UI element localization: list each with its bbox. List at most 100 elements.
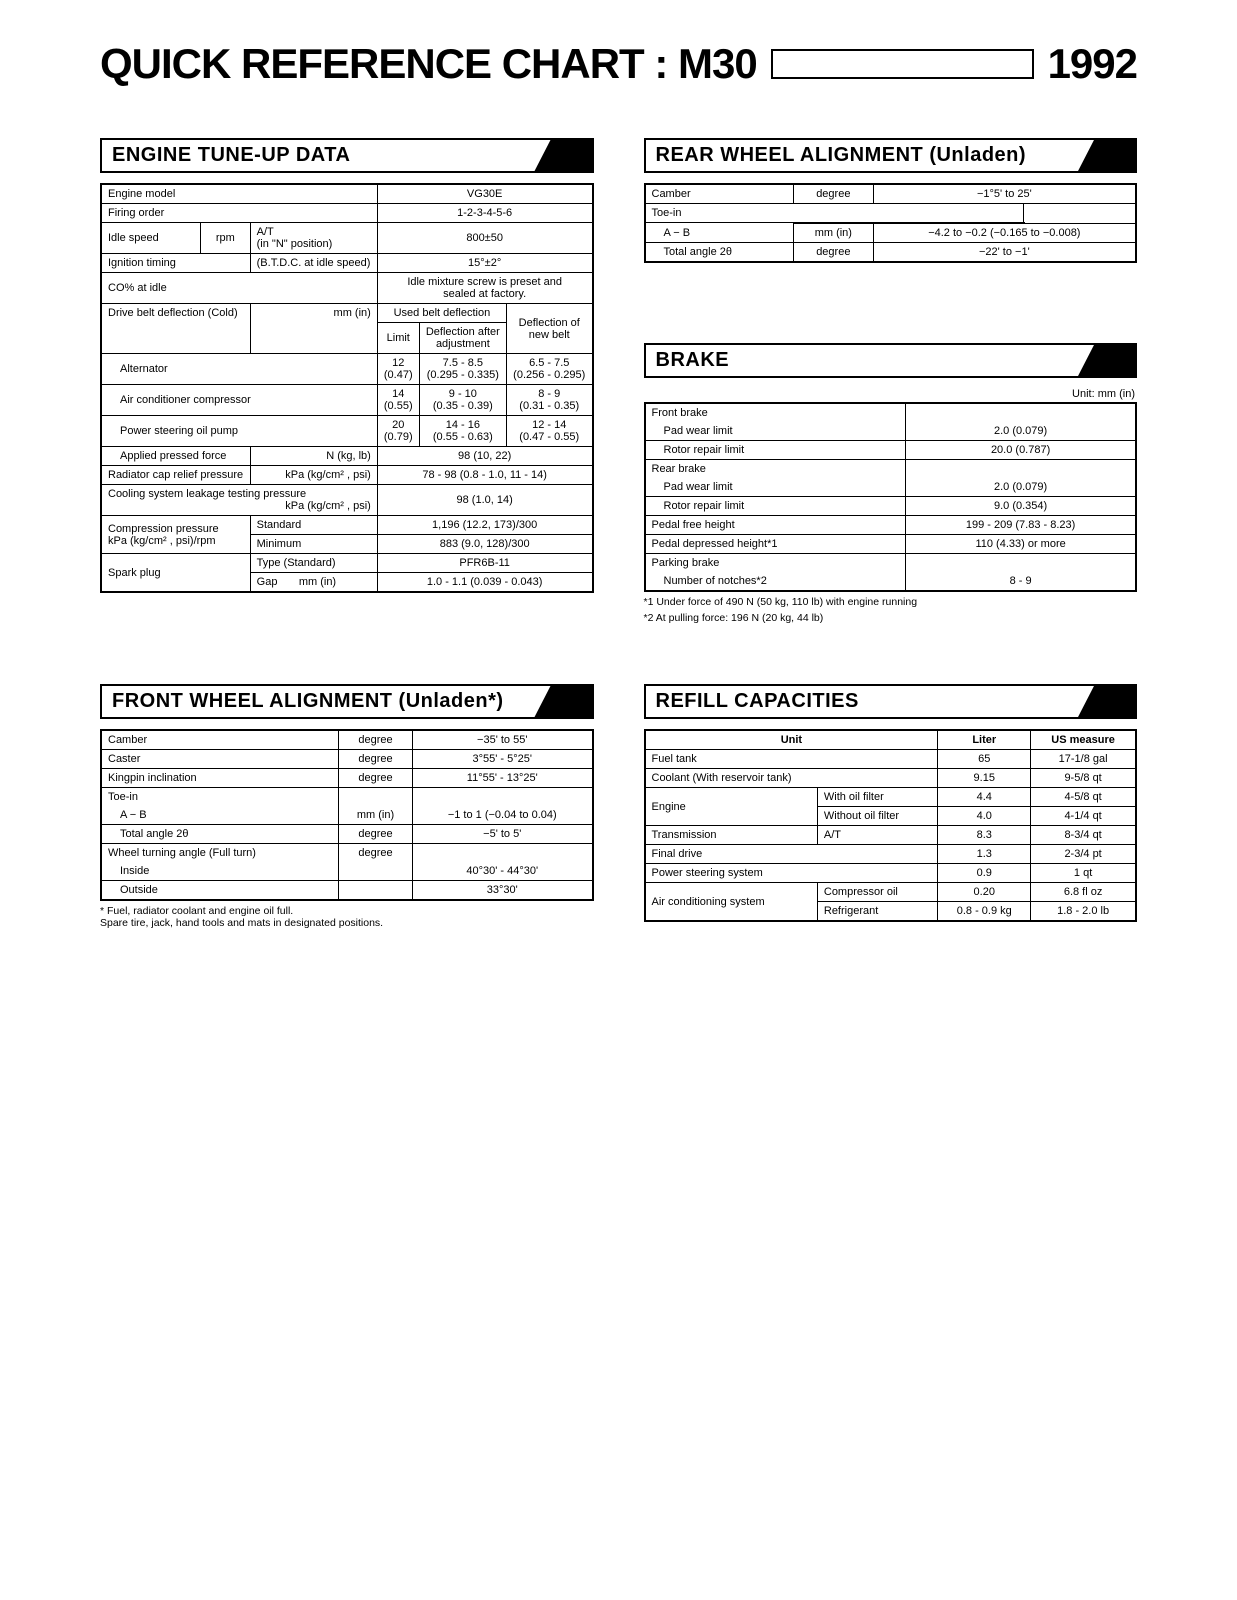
comp-press-std-value: 1,196 (12.2, 173)/300 bbox=[377, 516, 592, 535]
fw-toein-total-label: Total angle 2θ bbox=[101, 825, 339, 844]
cool-leak-label: Cooling system leakage testing pressure bbox=[108, 488, 306, 500]
pedal-free-value: 199 - 209 (7.83 - 8.23) bbox=[906, 516, 1136, 535]
fw-inside-value: 40°30' - 44°30' bbox=[412, 862, 592, 881]
fw-inside-label: Inside bbox=[101, 862, 339, 881]
fw-toein-ab-label: A − B bbox=[101, 806, 339, 825]
fw-toein-ab-value: −1 to 1 (−0.04 to 0.04) bbox=[412, 806, 592, 825]
fw-outside-label: Outside bbox=[101, 881, 339, 901]
front-rotor-value: 20.0 (0.787) bbox=[906, 441, 1136, 460]
fw-camber-value: −35' to 55' bbox=[412, 730, 592, 750]
ac-comp-oil-label: Compressor oil bbox=[817, 883, 937, 902]
spark-gap-label: Gap mm (in) bbox=[250, 573, 377, 593]
cool-leak-cell: Cooling system leakage testing pressure … bbox=[101, 485, 377, 516]
page: QUICK REFERENCE CHART : M30 1992 ENGINE … bbox=[0, 0, 1237, 1049]
front-brake-label: Front brake bbox=[645, 403, 906, 422]
alternator-label: Alternator bbox=[101, 354, 377, 385]
co-idle-value: Idle mixture screw is preset and sealed … bbox=[377, 273, 592, 304]
refill-h-us: US measure bbox=[1031, 730, 1136, 750]
fw-camber-label: Camber bbox=[101, 730, 339, 750]
trans-type: A/T bbox=[817, 826, 937, 845]
rw-toein-total-unit: degree bbox=[793, 243, 873, 263]
used-belt-header: Used belt deflection bbox=[377, 304, 506, 323]
refill-heading: REFILL CAPACITIES bbox=[644, 684, 1138, 719]
comp-press-min-value: 883 (9.0, 128)/300 bbox=[377, 535, 592, 554]
fw-turn-angle-unit: degree bbox=[339, 844, 413, 863]
fw-camber-unit: degree bbox=[339, 730, 413, 750]
fw-kingpin-unit: degree bbox=[339, 769, 413, 788]
rad-cap-unit: kPa (kg/cm² , psi) bbox=[250, 466, 377, 485]
engine-oil-label: Engine bbox=[645, 788, 818, 826]
engine-with-liter: 4.4 bbox=[938, 788, 1031, 807]
engine-wo-us: 4-1/4 qt bbox=[1031, 807, 1136, 826]
trans-liter: 8.3 bbox=[938, 826, 1031, 845]
coolant-liter: 9.15 bbox=[938, 769, 1031, 788]
fw-toein-ab-unit: mm (in) bbox=[339, 806, 413, 825]
ac-comp-liter: 0.20 bbox=[938, 883, 1031, 902]
brake-table: Front brake Pad wear limit2.0 (0.079) Ro… bbox=[644, 402, 1138, 592]
ac-ref-us: 1.8 - 2.0 lb bbox=[1031, 902, 1136, 922]
rw-toein-ab-value: −4.2 to −0.2 (−0.165 to −0.008) bbox=[873, 224, 1136, 243]
rear-wheel-heading: REAR WHEEL ALIGNMENT (Unladen) bbox=[644, 138, 1138, 173]
rw-toein-label: Toe-in bbox=[646, 204, 1024, 223]
alternator-limit: 12 (0.47) bbox=[377, 354, 419, 385]
rw-toein-inner: Toe-in bbox=[646, 204, 1136, 223]
drive-belt-label: Drive belt deflection (Cold) bbox=[101, 304, 250, 354]
ac-ref-label: Refrigerant bbox=[817, 902, 937, 922]
coolant-us: 9-5/8 qt bbox=[1031, 769, 1136, 788]
row-1: ENGINE TUNE-UP DATA Engine model VG30E F… bbox=[100, 138, 1137, 624]
applied-force-unit: N (kg, lb) bbox=[250, 447, 377, 466]
rw-toein-ab-label: A − B bbox=[645, 224, 794, 243]
ps-label: Power steering system bbox=[645, 864, 938, 883]
idle-speed-unit: rpm bbox=[201, 223, 251, 254]
final-liter: 1.3 bbox=[938, 845, 1031, 864]
ac-comp-us: 6.8 fl oz bbox=[1031, 883, 1136, 902]
ac-comp-adj: 9 - 10 (0.35 - 0.39) bbox=[419, 385, 506, 416]
ignition-timing-cond: (B.T.D.C. at idle speed) bbox=[250, 254, 377, 273]
fw-kingpin-label: Kingpin inclination bbox=[101, 769, 339, 788]
col-right-2: REFILL CAPACITIES Unit Liter US measure … bbox=[644, 684, 1138, 922]
cool-leak-unit: kPa (kg/cm² , psi) bbox=[285, 500, 371, 512]
rw-camber-value: −1°5' to 25' bbox=[873, 184, 1136, 204]
fw-turn-angle-label: Wheel turning angle (Full turn) bbox=[101, 844, 339, 863]
fw-kingpin-value: 11°55' - 13°25' bbox=[412, 769, 592, 788]
cool-leak-value: 98 (1.0, 14) bbox=[377, 485, 592, 516]
col-right-1: REAR WHEEL ALIGNMENT (Unladen) Camber de… bbox=[644, 138, 1138, 624]
pedal-dep-label: Pedal depressed height*1 bbox=[645, 535, 906, 554]
refill-table: Unit Liter US measure Fuel tank 65 17-1/… bbox=[644, 729, 1138, 922]
fw-caster-value: 3°55' - 5°25' bbox=[412, 750, 592, 769]
new-belt-header: Deflection of new belt bbox=[507, 304, 593, 354]
ignition-timing-label: Ignition timing bbox=[101, 254, 250, 273]
ps-liter: 0.9 bbox=[938, 864, 1031, 883]
park-brake-label: Parking brake bbox=[645, 554, 906, 573]
drive-belt-unit: mm (in) bbox=[250, 304, 377, 354]
park-notch-value: 8 - 9 bbox=[906, 572, 1136, 591]
rad-cap-value: 78 - 98 (0.8 - 1.0, 11 - 14) bbox=[377, 466, 592, 485]
fw-caster-label: Caster bbox=[101, 750, 339, 769]
rear-wheel-table: Camber degree −1°5' to 25' Toe-in bbox=[644, 183, 1138, 263]
coolant-label: Coolant (With reservoir tank) bbox=[645, 769, 938, 788]
rw-toein-ab-unit: mm (in) bbox=[793, 224, 873, 243]
idle-speed-value: 800±50 bbox=[377, 223, 592, 254]
rw-camber-label: Camber bbox=[645, 184, 794, 204]
engine-heading: ENGINE TUNE-UP DATA bbox=[100, 138, 594, 173]
ps-pump-new: 12 - 14 (0.47 - 0.55) bbox=[507, 416, 593, 447]
firing-order-value: 1-2-3-4-5-6 bbox=[377, 204, 592, 223]
ac-label: Air conditioning system bbox=[645, 883, 818, 922]
limit-header: Limit bbox=[377, 323, 419, 354]
fuel-liter: 65 bbox=[938, 750, 1031, 769]
fuel-us: 17-1/8 gal bbox=[1031, 750, 1136, 769]
rw-camber-unit: degree bbox=[793, 184, 873, 204]
firing-order-label: Firing order bbox=[101, 204, 377, 223]
applied-force-value: 98 (10, 22) bbox=[377, 447, 592, 466]
spark-type-label: Type (Standard) bbox=[250, 554, 377, 573]
engine-wo-liter: 4.0 bbox=[938, 807, 1031, 826]
front-wheel-heading: FRONT WHEEL ALIGNMENT (Unladen*) bbox=[100, 684, 594, 719]
after-adj-header: Deflection after adjustment bbox=[419, 323, 506, 354]
engine-with-label: With oil filter bbox=[817, 788, 937, 807]
title-input-box[interactable] bbox=[771, 49, 1034, 79]
co-idle-label: CO% at idle bbox=[101, 273, 377, 304]
col-left-2: FRONT WHEEL ALIGNMENT (Unladen*) Camber … bbox=[100, 684, 594, 929]
rear-rotor-value: 9.0 (0.354) bbox=[906, 497, 1136, 516]
engine-model-label: Engine model bbox=[101, 184, 377, 204]
ac-ref-liter: 0.8 - 0.9 kg bbox=[938, 902, 1031, 922]
